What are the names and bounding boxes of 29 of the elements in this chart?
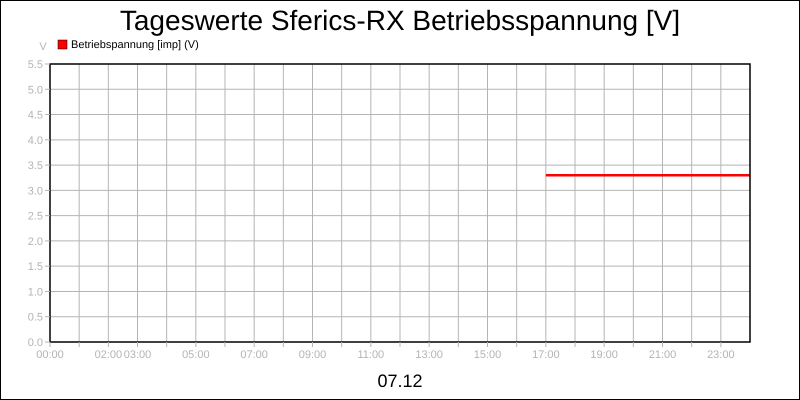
y-tick-label: 1.0 — [28, 286, 43, 298]
y-tick-label: 1.5 — [28, 261, 43, 274]
x-tick-label: 21:00 — [648, 349, 676, 361]
y-tick-label: 2.0 — [28, 236, 43, 248]
x-tick-label: 17:00 — [532, 349, 560, 361]
y-tick-label: 3.0 — [28, 185, 43, 198]
y-tick-label: 4.5 — [28, 110, 43, 122]
x-tick-label: 09:00 — [298, 349, 326, 361]
x-tick-label: 13:00 — [415, 349, 443, 361]
x-tick-label: 19:00 — [590, 349, 618, 361]
legend-label: Betriebspannung [imp] (V) — [71, 39, 199, 51]
y-tick-label: 0.5 — [28, 312, 43, 324]
x-tick-label: 00:00 — [36, 349, 64, 361]
x-tick-label: 23:00 — [707, 349, 735, 361]
y-tick-label: 3.5 — [28, 160, 43, 172]
y-tick-label: 5.0 — [28, 84, 43, 96]
x-tick-label: 02:00 — [94, 349, 122, 361]
x-tick-label: 05:00 — [182, 349, 210, 361]
y-tick-label: 4.0 — [28, 134, 43, 147]
x-tick-label: 03:00 — [124, 349, 152, 361]
y-axis-title: V — [39, 41, 48, 53]
x-tick-label: 15:00 — [474, 349, 502, 361]
x-axis-title: 07.12 — [377, 371, 423, 391]
chart-title: Tageswerte Sferics-RX Betriebsspannung [V] — [120, 5, 680, 36]
y-tick-label: 0.0 — [28, 337, 43, 349]
x-tick-label: 11:00 — [357, 349, 384, 361]
y-tick-label: 5.5 — [28, 59, 43, 71]
x-tick-label: 07:00 — [240, 349, 268, 361]
y-tick-label: 2.5 — [28, 210, 43, 223]
